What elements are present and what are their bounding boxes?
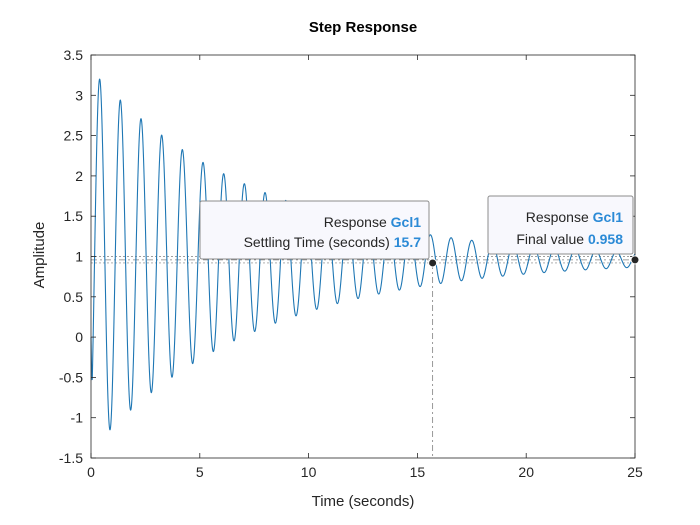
y-tick-label: -1.5 [59, 450, 83, 466]
settling-tooltip-label: Settling Time (seconds) [244, 234, 390, 250]
y-axis-label: Amplitude [31, 222, 48, 289]
y-tick-label: -0.5 [59, 369, 83, 385]
x-tick-label: 10 [301, 464, 317, 480]
x-tick-label: 25 [627, 464, 643, 480]
settling-tooltip-heading: Response [324, 214, 387, 230]
final-tooltip-line-1: Response Gcl1 [526, 209, 624, 225]
settling-time-tooltip[interactable]: Response Gcl1 Settling Time (seconds) 15… [199, 200, 430, 260]
y-tick-label: -1 [71, 410, 84, 426]
settling-tooltip-line-1: Response Gcl1 [324, 214, 422, 230]
x-tick-label: 15 [410, 464, 426, 480]
settling-tooltip-line-2: Settling Time (seconds) 15.7 [244, 234, 422, 250]
series-line-gcl1[interactable] [90, 78, 636, 431]
x-tick-label: 5 [196, 464, 204, 480]
final-tooltip-label: Final value [516, 231, 584, 247]
y-tick-label: 3 [75, 87, 83, 103]
final-value-tooltip[interactable]: Response Gcl1 Final value 0.958 [487, 195, 634, 255]
x-tick-label: 0 [87, 464, 95, 480]
final-tooltip-system: Gcl1 [593, 209, 624, 225]
y-tick-label: 2 [75, 168, 83, 184]
x-tick-label: 20 [518, 464, 534, 480]
y-tick-label: 2.5 [64, 128, 84, 144]
chart-title: Step Response [309, 19, 417, 36]
y-tick-label: 1 [75, 249, 83, 265]
marker-settling[interactable] [428, 258, 438, 268]
final-tooltip-line-2: Final value 0.958 [516, 231, 623, 247]
x-axis-ticks: 0 5 10 15 20 25 [87, 55, 643, 480]
y-tick-label: 0 [75, 329, 83, 345]
final-tooltip-heading: Response [526, 209, 589, 225]
settling-tooltip-value: 15.7 [394, 234, 421, 250]
y-axis-ticks: -1.5 -1 -0.5 0 0.5 1 1.5 2 2.5 3 3.5 [59, 47, 635, 466]
marker-final[interactable] [630, 255, 640, 265]
y-tick-label: 0.5 [64, 289, 84, 305]
final-tooltip-value: 0.958 [588, 231, 623, 247]
annotation-markers [428, 255, 640, 268]
y-tick-label: 1.5 [64, 208, 84, 224]
y-tick-label: 3.5 [64, 47, 84, 63]
x-axis-label: Time (seconds) [312, 493, 415, 510]
reference-lines [91, 256, 635, 458]
settling-tooltip-system: Gcl1 [391, 214, 422, 230]
